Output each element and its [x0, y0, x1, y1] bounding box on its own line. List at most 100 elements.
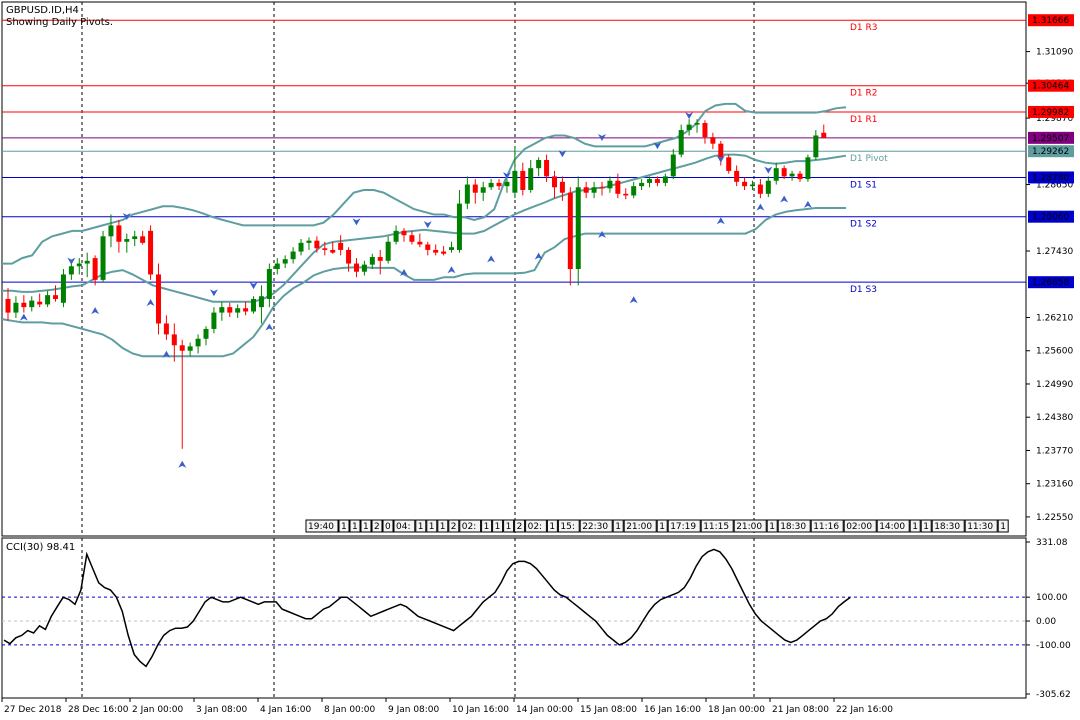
arrow-down-marker [209, 289, 218, 297]
price-tick-label: 1.24990 [1036, 380, 1073, 390]
candle-body [472, 184, 478, 193]
time-box [700, 519, 734, 533]
time-box [909, 519, 921, 533]
candle-body [37, 301, 43, 305]
candle-body [639, 182, 645, 187]
time-box-label: 1 [341, 522, 347, 532]
candle-body [330, 249, 336, 253]
candle-body [702, 122, 708, 138]
pivot-label: D1 S2 [850, 220, 877, 230]
price-tick-label: 1.23770 [1036, 446, 1073, 456]
candle-body [528, 168, 534, 190]
time-box-label: 22:30 [582, 522, 608, 532]
candle-body [773, 168, 779, 181]
cci-tick-label: 0.00 [1036, 617, 1056, 627]
current-price-box [1028, 131, 1074, 144]
arrow-up-marker [780, 195, 789, 203]
time-box [492, 519, 504, 533]
candle-body [187, 346, 193, 351]
candle-body [726, 157, 732, 171]
cci-tick-label: -305.62 [1036, 690, 1071, 700]
cci-label: CCI(30) 98.41 [6, 542, 75, 553]
candle-body [108, 225, 114, 237]
candle-body [53, 295, 59, 299]
bollinger-bands [1, 102, 847, 358]
candle-body [171, 334, 177, 346]
candle-body [21, 302, 27, 308]
arrow-down-marker [764, 166, 773, 174]
pivot-price-box-3 [1028, 145, 1074, 158]
arrow-down-marker [352, 218, 361, 226]
candle-body [369, 257, 375, 265]
time-box-label: 11:30 [967, 522, 993, 532]
arrow-up-marker [162, 350, 171, 358]
time-box-label: 1 [923, 522, 929, 532]
candle-body [322, 248, 328, 250]
candle-body [757, 184, 763, 194]
arrow-down-marker [598, 133, 606, 141]
candle-body [235, 308, 241, 313]
time-box-label: 1 [363, 522, 369, 532]
pivot-label: D1 R3 [850, 23, 878, 33]
candle-body [148, 230, 154, 275]
price-tick-label: 1.24380 [1036, 413, 1073, 423]
arrow-down-marker [122, 212, 131, 220]
cci-tick-label: 331.08 [1036, 538, 1068, 548]
price-tick-label: 1.22550 [1036, 513, 1073, 523]
arrow-up-marker [91, 307, 100, 315]
time-box [393, 519, 416, 533]
pivot-price-box-0 [1028, 14, 1074, 27]
time-box [371, 519, 383, 533]
fractal-arrows [19, 112, 812, 468]
time-axis-label: 10 Jan 16:00 [452, 705, 509, 715]
candle-body [813, 135, 819, 158]
candle-body [686, 124, 692, 131]
time-box [612, 519, 624, 533]
candle-body [797, 173, 803, 180]
time-box [448, 519, 460, 533]
time-box [437, 519, 449, 533]
time-axis: 27 Dec 2018 28 Dec 16:00 2 Jan 00:00 3 Jan … [1, 698, 893, 715]
pivot-price-label: 1.29982 [1032, 108, 1069, 118]
arrow-down-marker [67, 257, 76, 265]
pivot-price-box-4 [1028, 171, 1074, 184]
time-box [338, 519, 350, 533]
time-box [426, 519, 438, 533]
candle-body [100, 236, 106, 280]
time-box-label: 21:00 [736, 522, 762, 532]
candle-body [361, 264, 367, 272]
cci-tick-label: -100.00 [1036, 641, 1071, 651]
arrow-up-marker [716, 217, 725, 225]
time-box-label: 1 [506, 522, 512, 532]
arrow-up-marker [534, 252, 543, 260]
time-box [876, 519, 910, 533]
time-axis-label: 16 Jan 16:00 [644, 705, 701, 715]
time-box-label: 18:30 [780, 522, 806, 532]
pivot-price-label: 1.28780 [1032, 173, 1069, 183]
candle-body [480, 187, 486, 193]
bollinger-upper [2, 102, 847, 265]
candlesticks [5, 119, 827, 449]
time-axis-label: 2 Jan 00:00 [132, 705, 184, 715]
time-box-label: 1 [352, 522, 358, 532]
candle-body [425, 244, 431, 250]
time-box [349, 519, 361, 533]
time-box-label: 0 [385, 522, 391, 532]
candle-body [591, 187, 597, 193]
candle-body [243, 308, 249, 312]
candle-body [647, 179, 653, 183]
candle-body [68, 266, 74, 275]
arrow-up-marker [19, 313, 28, 321]
time-box-label: 1 [659, 522, 665, 532]
candle-body [163, 323, 169, 335]
candle-body [789, 173, 795, 177]
candle-body [92, 258, 98, 280]
time-box-label: 17:19 [670, 522, 696, 532]
pivot-price-label: 1.26858 [1032, 278, 1069, 288]
current-price-label: 1.29507 [1032, 134, 1069, 144]
arrow-up-marker [400, 269, 408, 276]
price-tick-label: 1.25600 [1036, 347, 1073, 357]
price-tick-label: 1.23160 [1036, 480, 1073, 490]
